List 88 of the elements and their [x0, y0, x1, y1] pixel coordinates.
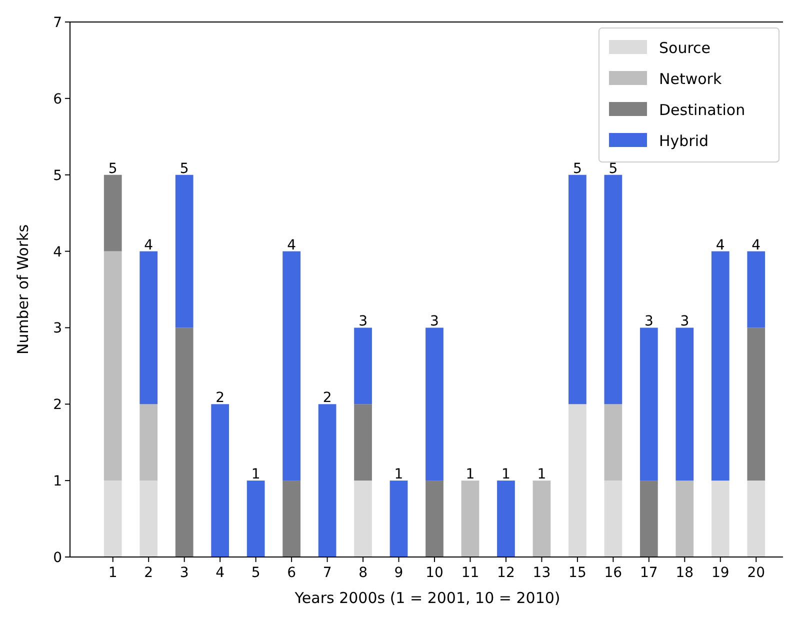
bar — [426, 328, 444, 481]
total-label: 4 — [144, 237, 154, 254]
bar — [747, 480, 766, 557]
bar — [604, 404, 622, 481]
bar — [640, 480, 658, 557]
bar — [676, 480, 694, 557]
bar — [140, 480, 158, 557]
bar — [282, 480, 300, 557]
total-label: 5 — [108, 160, 118, 177]
total-label: 4 — [752, 237, 761, 254]
total-label: 1 — [251, 466, 260, 483]
total-label: 5 — [572, 160, 582, 177]
total-label: 3 — [644, 314, 654, 330]
legend-label: Source — [659, 39, 711, 57]
total-label: 1 — [502, 466, 510, 483]
x-tick-label: 15 — [568, 565, 586, 581]
bar — [104, 251, 122, 481]
total-label: 1 — [394, 466, 404, 483]
x-tick-label: 6 — [287, 565, 296, 581]
x-tick-label: 17 — [640, 565, 658, 581]
bar — [747, 328, 766, 481]
bar — [318, 404, 336, 557]
bar — [568, 404, 586, 557]
y-tick-label: 0 — [53, 550, 62, 566]
total-label: 5 — [180, 160, 189, 177]
bar — [604, 480, 622, 557]
bar — [354, 480, 372, 557]
total-label: 3 — [680, 314, 690, 330]
x-tick-label: 8 — [358, 565, 368, 581]
bar — [140, 251, 158, 404]
bar — [497, 480, 515, 557]
bar — [354, 328, 372, 404]
total-label: 1 — [466, 466, 475, 483]
bar — [246, 480, 265, 557]
x-tick-label: 9 — [394, 565, 404, 581]
bar — [747, 251, 766, 328]
x-tick-label: 12 — [497, 565, 515, 581]
total-label: 2 — [216, 390, 225, 406]
bar — [104, 174, 122, 252]
total-label: 2 — [322, 390, 332, 406]
y-tick-label: 2 — [53, 397, 62, 414]
bar — [461, 480, 480, 557]
bar — [104, 480, 122, 557]
y-axis-title: Number of Works — [14, 224, 32, 355]
total-label: 1 — [537, 466, 546, 483]
x-tick-label: 2 — [144, 565, 154, 581]
x-tick-label: 5 — [251, 565, 260, 581]
x-tick-label: 13 — [532, 565, 551, 581]
bar — [604, 174, 622, 404]
bar — [426, 480, 444, 557]
bar — [282, 251, 300, 481]
bar — [211, 404, 230, 557]
total-label: 5 — [608, 160, 618, 177]
bar — [711, 480, 730, 557]
bar — [676, 328, 694, 481]
x-tick-label: 18 — [676, 565, 694, 581]
bar — [532, 480, 551, 557]
x-tick-label: 1 — [108, 565, 118, 581]
x-tick-label: 4 — [216, 565, 225, 581]
bar — [390, 480, 408, 557]
x-tick-label: 16 — [604, 565, 622, 581]
x-tick-label: 3 — [180, 565, 189, 581]
bar — [140, 404, 158, 481]
bar — [568, 174, 586, 404]
bar — [175, 174, 194, 328]
y-tick-label: 6 — [53, 91, 62, 108]
x-tick-label: 20 — [747, 565, 766, 581]
legend-label: Destination — [659, 101, 746, 119]
x-axis-title: Years 2000s (1 = 2001, 10 = 2010) — [294, 589, 560, 607]
bar — [711, 251, 730, 481]
bar — [640, 328, 658, 481]
x-tick-label: 10 — [426, 565, 444, 581]
x-tick-label: 11 — [461, 565, 480, 581]
legend-label: Hybrid — [659, 132, 709, 150]
x-tick-label: 7 — [322, 565, 332, 581]
total-label: 3 — [430, 314, 439, 330]
legend-label: Network — [659, 70, 722, 88]
y-tick-label: 3 — [53, 320, 62, 337]
total-label: 4 — [287, 237, 296, 254]
y-tick-label: 4 — [53, 244, 62, 260]
y-tick-label: 1 — [53, 474, 62, 490]
bar — [354, 404, 372, 481]
y-tick-label: 5 — [53, 168, 62, 184]
x-tick-label: 19 — [711, 565, 730, 581]
y-tick-label: 7 — [53, 15, 62, 31]
bar — [175, 328, 194, 557]
total-label: 4 — [716, 237, 725, 254]
total-label: 3 — [358, 314, 368, 330]
